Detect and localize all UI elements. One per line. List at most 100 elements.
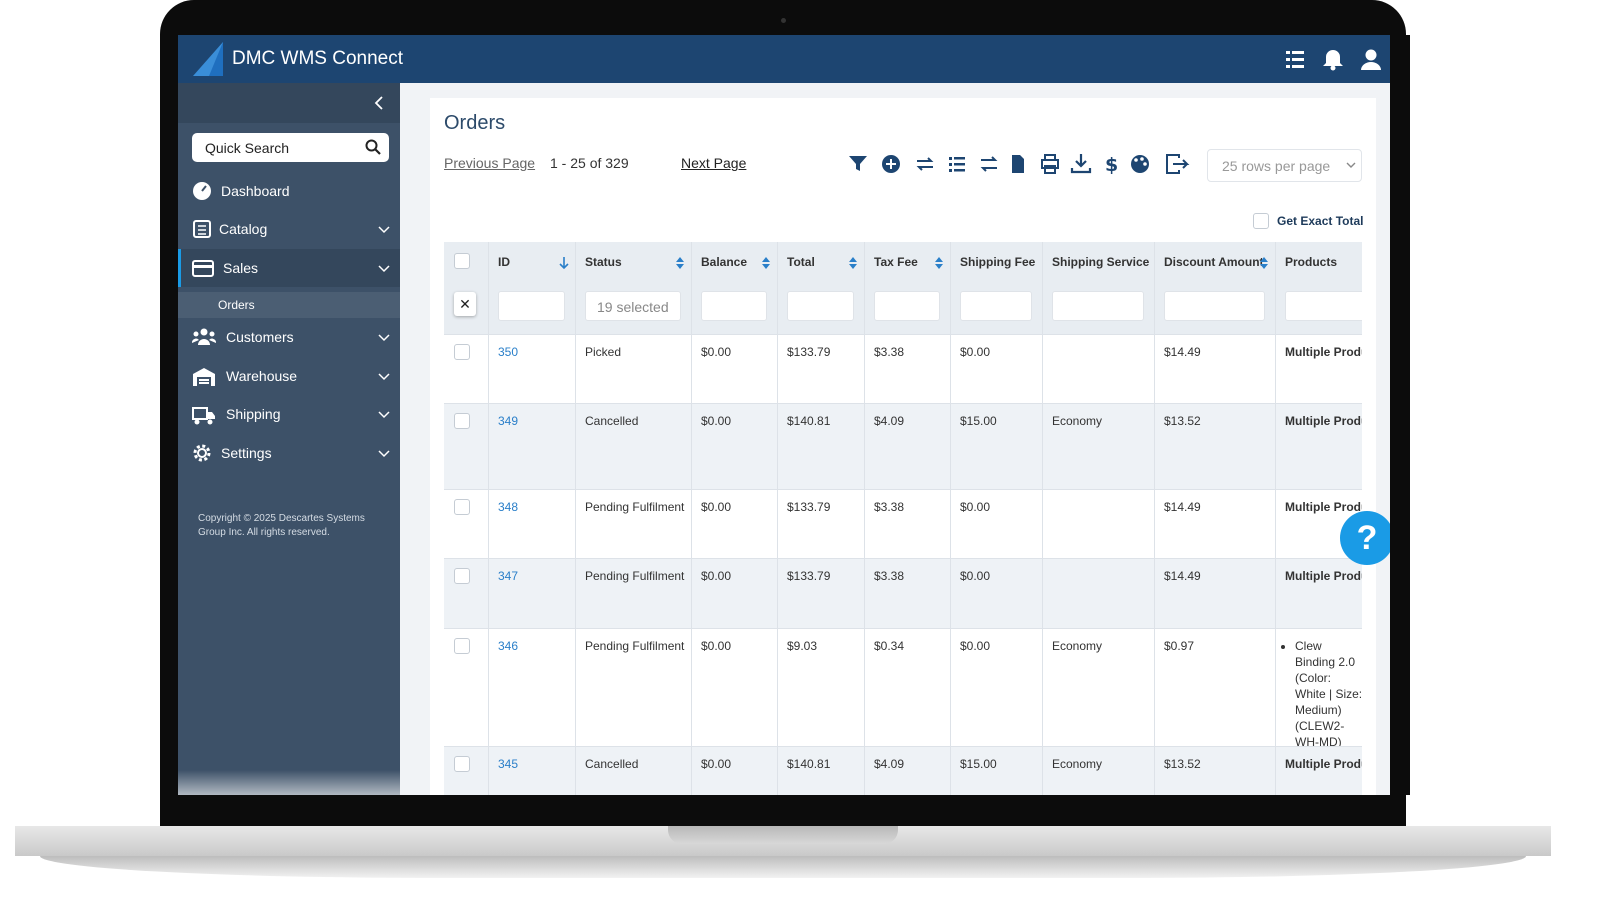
filter-input[interactable]: 19 selected	[585, 291, 681, 321]
table-row	[444, 558, 1362, 628]
logo	[193, 42, 223, 76]
cell: $0.00	[960, 345, 991, 359]
chevron	[378, 373, 390, 381]
select-all-checkbox[interactable]	[454, 253, 470, 269]
toolbar[interactable]: $	[846, 150, 1191, 178]
column-header[interactable]: Shipping Fee	[960, 255, 1036, 269]
table-row	[444, 403, 1362, 489]
sort-icon[interactable]	[848, 256, 858, 270]
header-row	[444, 242, 1362, 282]
menu-item[interactable]: Customers	[178, 318, 400, 356]
menu-item[interactable]: Dashboard	[178, 172, 400, 210]
order-id-link[interactable]: 346	[498, 639, 519, 653]
order-id-link[interactable]: 350	[498, 345, 519, 359]
cell: $9.03	[787, 639, 818, 653]
row-checkbox[interactable]	[454, 413, 470, 429]
copyright: Copyright © 2025 Descartes Systems Group…	[198, 513, 365, 538]
menu-label: Warehouse	[226, 368, 298, 384]
filter-input[interactable]	[1285, 291, 1362, 321]
cell: Multiple Products	[1285, 414, 1362, 428]
cell: $3.38	[874, 500, 905, 514]
quick-search[interactable]	[192, 133, 389, 162]
row-divider	[444, 628, 1362, 629]
filter-input[interactable]	[498, 291, 565, 321]
previous-page[interactable]: Previous Page	[444, 155, 536, 171]
row-checkbox[interactable]	[454, 344, 470, 360]
sort-icon[interactable]	[559, 256, 569, 270]
column-header[interactable]: Tax Fee	[874, 255, 918, 269]
cell: $0.00	[701, 345, 732, 359]
exact-total-label: Get Exact Total	[1277, 214, 1364, 228]
row-checkbox[interactable]	[454, 499, 470, 515]
column-divider	[575, 242, 576, 795]
sort-icon[interactable]	[675, 256, 685, 270]
next-page[interactable]: Next Page	[681, 155, 747, 171]
row-divider	[444, 403, 1362, 404]
column-divider	[1042, 242, 1043, 795]
menu-icon	[192, 328, 216, 345]
cell: $14.49	[1164, 500, 1201, 514]
collapse-button[interactable]	[372, 95, 386, 111]
chevron	[378, 411, 390, 419]
sort-icon[interactable]	[761, 256, 771, 270]
cell: $0.00	[701, 639, 732, 653]
cell: Multiple Products	[1285, 569, 1362, 583]
rows-per-page-select[interactable]	[1207, 149, 1362, 182]
cell: Pending Fulfilment	[585, 569, 685, 583]
row-checkbox[interactable]	[454, 638, 470, 654]
menu-icon	[192, 260, 214, 277]
cell: $14.49	[1164, 345, 1201, 359]
order-id-link[interactable]: 349	[498, 414, 519, 428]
cell: $0.00	[960, 569, 991, 583]
column-header[interactable]: Total	[787, 255, 815, 269]
cell: Cancelled	[585, 414, 639, 428]
submenu-item[interactable]: Orders	[178, 292, 400, 318]
filter-input[interactable]	[874, 291, 940, 321]
row-checkbox[interactable]	[454, 756, 470, 772]
row-divider	[444, 746, 1362, 747]
rows-per-page: 25 rows per page	[1222, 158, 1331, 174]
sort-icon[interactable]	[1259, 256, 1269, 270]
product-cell: Clew Binding 2.0 (Color: White | Size: M…	[1275, 628, 1362, 746]
column-header[interactable]: Shipping Service	[1052, 255, 1150, 269]
filter-input[interactable]	[1052, 291, 1144, 321]
column-header[interactable]: Products	[1285, 255, 1338, 269]
exact-total-checkbox[interactable]	[1253, 213, 1269, 229]
column-header[interactable]: Balance	[701, 255, 748, 269]
table-row	[444, 628, 1362, 746]
menu-item[interactable]: Sales	[178, 249, 400, 287]
menu-item[interactable]: Settings	[178, 434, 400, 472]
filter-input[interactable]	[701, 291, 767, 321]
cell: Economy	[1052, 639, 1103, 653]
cell: Multiple Products	[1285, 757, 1362, 771]
order-id-link[interactable]: 348	[498, 500, 519, 514]
filter-input[interactable]	[1164, 291, 1265, 321]
menu-item[interactable]: Shipping	[178, 395, 400, 433]
submenu-label: Orders	[218, 298, 255, 312]
menu-item[interactable]: Warehouse	[178, 357, 400, 395]
column-divider	[488, 242, 489, 795]
order-id-link[interactable]: 345	[498, 757, 519, 771]
column-header[interactable]: ID	[498, 255, 510, 269]
cell: $140.81	[787, 757, 831, 771]
chevron	[378, 226, 390, 234]
sidebar	[178, 83, 400, 795]
cell: Economy	[1052, 757, 1103, 771]
column-header[interactable]: Discount Amount	[1164, 255, 1264, 269]
menu-label: Dashboard	[221, 183, 290, 199]
filter-input[interactable]	[960, 291, 1032, 321]
menu-icon	[193, 368, 215, 386]
order-id-link[interactable]: 347	[498, 569, 519, 583]
page-range: 1 - 25 of 329	[550, 155, 629, 171]
help-button[interactable]: ?	[1340, 511, 1394, 565]
row-checkbox[interactable]	[454, 568, 470, 584]
column-divider	[777, 242, 778, 795]
fade	[178, 770, 400, 795]
sort-icon[interactable]	[934, 256, 944, 270]
column-header[interactable]: Status	[585, 255, 622, 269]
cell: Multiple Products	[1285, 500, 1362, 514]
column-divider	[1275, 242, 1276, 795]
filter-input[interactable]	[787, 291, 854, 321]
menu-item[interactable]: Catalog	[178, 210, 400, 248]
clear-filters-button[interactable]: ✕	[454, 292, 476, 316]
